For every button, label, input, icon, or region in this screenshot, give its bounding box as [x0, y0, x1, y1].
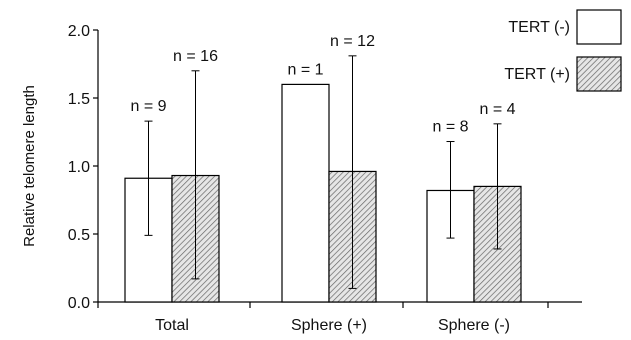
- bar-tert-neg: [281, 83, 330, 303]
- x-tick-label: Sphere (-): [438, 317, 510, 334]
- x-tick-label: Sphere (+): [291, 317, 367, 334]
- n-label: n = 8: [432, 119, 468, 136]
- legend-swatch-tert-pos: [576, 56, 622, 92]
- n-label: n = 12: [330, 33, 375, 50]
- n-label: n = 4: [479, 101, 515, 118]
- y-tick-label: 0.0: [68, 295, 90, 312]
- legend: TERT (-) TERT (+): [504, 9, 622, 92]
- y-tick-label: 0.5: [68, 227, 90, 244]
- sample-size-labels: n = 9 n = 1 n = 8 n = 16 n = 12 n = 4: [130, 33, 515, 136]
- n-label: n = 9: [130, 98, 166, 115]
- x-tick-label: Total: [155, 317, 189, 334]
- legend-label-tert-pos: TERT (+): [504, 66, 570, 83]
- n-label: n = 1: [287, 61, 323, 78]
- bars: [124, 83, 522, 303]
- y-axis: 0.0 0.5 1.0 1.5 2.0 Relative telomere length: [21, 23, 99, 312]
- x-ticks: Total Sphere (+) Sphere (-): [97, 302, 549, 334]
- n-label: n = 16: [173, 48, 218, 65]
- error-bars: [144, 55, 502, 289]
- legend-label-tert-neg: TERT (-): [508, 19, 570, 36]
- y-tick-label: 1.5: [68, 91, 90, 108]
- x-axis: Total Sphere (+) Sphere (-): [97, 301, 582, 334]
- legend-swatch-tert-neg: [576, 9, 622, 45]
- y-tick-label: 1.0: [68, 159, 90, 176]
- y-tick-label: 2.0: [68, 23, 90, 40]
- y-axis-label: Relative telomere length: [21, 85, 38, 247]
- y-ticks: 0.0 0.5 1.0 1.5 2.0: [68, 23, 98, 312]
